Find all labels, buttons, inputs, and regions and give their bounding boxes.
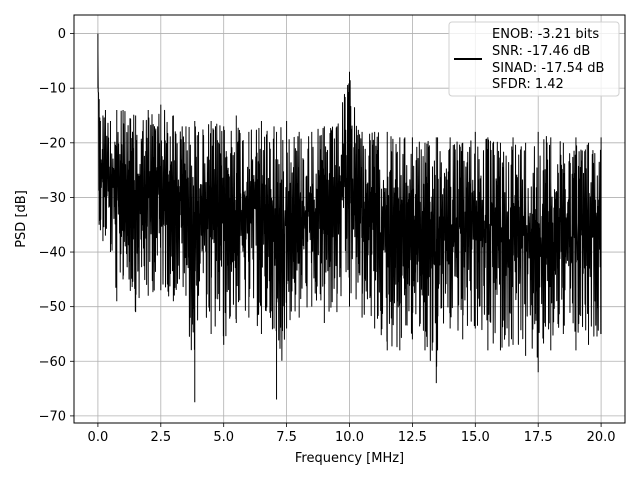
x-axis-ticks: 0.0 2.5 5.0 7.5 10.0 12.5 15.0 17.5 20.0 xyxy=(88,423,616,445)
x-tick-label: 15.0 xyxy=(461,430,490,445)
y-axis-ticks: 0 −10 −20 −30 −40 −50 −60 −70 xyxy=(39,27,74,424)
x-tick-label: 12.5 xyxy=(398,430,427,445)
y-tick-label: −50 xyxy=(39,300,66,315)
y-tick-label: 0 xyxy=(58,27,66,42)
x-tick-label: 17.5 xyxy=(524,430,553,445)
legend-snr: SNR: -17.46 dB xyxy=(492,44,590,59)
x-tick-label: 0.0 xyxy=(88,430,109,445)
y-tick-label: −30 xyxy=(39,191,66,206)
legend-sfdr: SFDR: 1.42 xyxy=(492,77,564,92)
y-tick-label: −20 xyxy=(39,136,66,151)
legend-enob: ENOB: -3.21 bits xyxy=(492,27,599,42)
legend-sinad: SINAD: -17.54 dB xyxy=(492,61,604,76)
x-tick-label: 10.0 xyxy=(335,430,364,445)
x-axis-label: Frequency [MHz] xyxy=(295,451,404,466)
psd-line xyxy=(97,33,602,403)
y-axis-label: PSD [dB] xyxy=(14,190,29,248)
x-tick-label: 20.0 xyxy=(587,430,616,445)
legend: ENOB: -3.21 bits SNR: -17.46 dB SINAD: -… xyxy=(448,21,620,97)
y-tick-label: −60 xyxy=(39,355,66,370)
plot-area xyxy=(97,33,602,403)
y-tick-label: −70 xyxy=(39,409,66,424)
y-tick-label: −40 xyxy=(39,246,66,261)
x-tick-label: 7.5 xyxy=(276,430,297,445)
x-tick-label: 5.0 xyxy=(213,430,234,445)
x-tick-label: 2.5 xyxy=(150,430,171,445)
y-tick-label: −10 xyxy=(39,82,66,97)
legend-box xyxy=(448,21,620,97)
